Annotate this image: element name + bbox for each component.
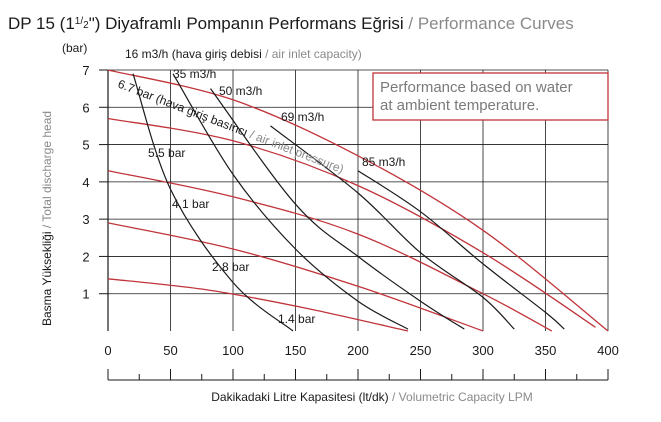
- title-main: DP 15 (1: [8, 14, 75, 33]
- title-after-frac: ") Diyaframlı Pompanın Performans Eğrisi: [89, 14, 404, 33]
- title-sep: /: [404, 14, 418, 33]
- y-tick-label-4: 4: [82, 175, 89, 190]
- flow-label-35: 35 m3/h: [173, 67, 216, 81]
- flow-curve-853: [357, 170, 565, 330]
- y-tick-label-6: 6: [82, 100, 89, 115]
- note-box: [372, 72, 609, 121]
- air-inlet-prefix: 16 m3/h (hava giriş debisi: [125, 47, 262, 61]
- pressure-curve-67: [107, 69, 609, 332]
- pressure-label-2-8: 2.8 bar: [212, 260, 249, 274]
- y-unit: (bar): [62, 41, 87, 55]
- note-line-2: at ambient temperature.: [380, 97, 539, 114]
- flow-curve-353: [172, 73, 409, 330]
- xlabel-tr: Dakikadaki Litre Kapasitesi (lt/dk): [211, 390, 388, 404]
- y-axis-label: Basma Yüksekliği / Total discharge head: [40, 111, 54, 326]
- y-tick-label-3: 3: [82, 212, 89, 227]
- pressure-curve-41: [107, 170, 553, 332]
- y-tick-label-7: 7: [82, 63, 89, 78]
- flow-curves: [132, 73, 565, 332]
- x-tick-label-150: 150: [285, 343, 307, 358]
- pressure-label-4-1: 4.1 bar: [172, 197, 209, 211]
- ticks: 1 2 3 4 5 6 7 0 50 100 150 200 250 300 350 400: [82, 63, 619, 381]
- flow-label-85: 85 m3/h: [362, 155, 405, 169]
- y-tick-label-1: 1: [82, 287, 89, 302]
- flow-label-50: 50 m3/h: [219, 84, 262, 98]
- title-frac-num: 1: [75, 16, 81, 27]
- y-tick-label-5: 5: [82, 138, 89, 153]
- title-english: Performance Curves: [418, 14, 574, 33]
- ylabel-sep: /: [40, 222, 54, 232]
- chart-title: DP 15 (11/2") Diyaframlı Pompanın Perfor…: [8, 14, 574, 33]
- title-frac-slash: /: [80, 16, 83, 27]
- y-tick-label-2: 2: [82, 249, 89, 264]
- ylabel-tr: Basma Yüksekliği: [40, 232, 54, 327]
- flow-curve-693: [270, 125, 515, 330]
- ylabel-en: Total discharge head: [40, 111, 54, 222]
- air-inlet-sep: /: [262, 47, 272, 61]
- flow-curve-503: [210, 88, 465, 330]
- pressure-curve-55: [107, 117, 596, 328]
- x-tick-label-50: 50: [163, 343, 177, 358]
- flow-label-69: 69 m3/h: [281, 110, 324, 124]
- pressure-curves: [107, 69, 609, 332]
- title-frac-den: 2: [83, 20, 89, 31]
- air-pressure-sep: /: [245, 126, 259, 143]
- x-tick-label-0: 0: [104, 343, 111, 358]
- pressure-label-5-5: 5.5 bar: [148, 146, 185, 160]
- pressure-curve-14: [107, 278, 409, 332]
- pressure-curve-28: [107, 222, 484, 332]
- x-tick-label-300: 300: [472, 343, 494, 358]
- x-tick-label-200: 200: [347, 343, 369, 358]
- xlabel-en: Volumetric Capacity LPM: [399, 390, 533, 404]
- air-inlet-label: 16 m3/h (hava giriş debisi / air inlet c…: [125, 47, 362, 61]
- x-tick-label-350: 350: [535, 343, 557, 358]
- x-tick-label-250: 250: [410, 343, 432, 358]
- x-tick-label-400: 400: [597, 343, 619, 358]
- xlabel-sep: /: [389, 390, 399, 404]
- x-tick-label-100: 100: [222, 343, 244, 358]
- air-inlet-english: air inlet capacity): [272, 47, 362, 61]
- flow-curve-163: [132, 73, 294, 332]
- x-axis-label: Dakikadaki Litre Kapasitesi (lt/dk) / Vo…: [211, 390, 532, 404]
- note-line-1: Performance based on water: [380, 79, 573, 96]
- pressure-label-1-4: 1.4 bar: [278, 312, 315, 326]
